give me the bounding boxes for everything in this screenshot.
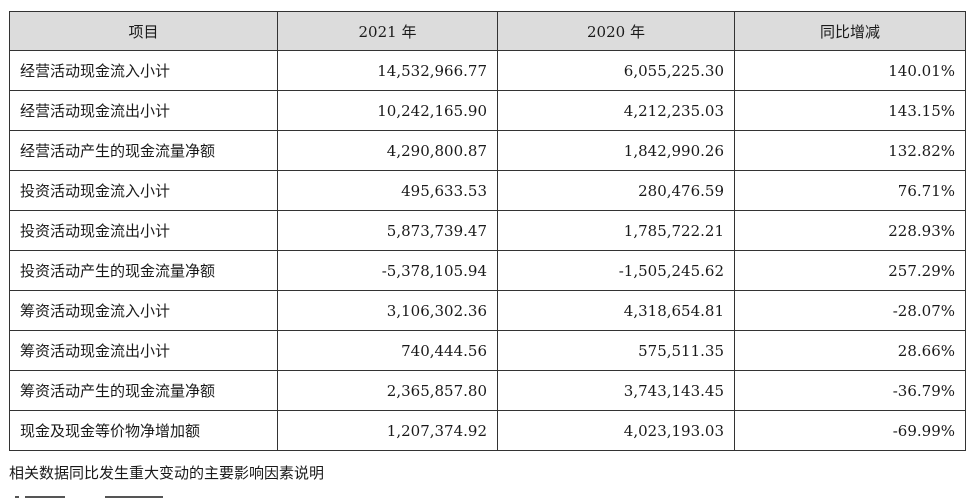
table-row: 筹资活动现金流入小计 3,106,302.36 4,318,654.81 -28… [9, 290, 966, 331]
cash-flow-table-container: 项目 2021 年 2020 年 同比增减 经营活动现金流入小计 14,532,… [9, 11, 966, 451]
row-item-label: 投资活动现金流出小计 [9, 210, 278, 251]
row-item-label: 经营活动现金流入小计 [9, 50, 278, 91]
row-value-2020: 3,743,143.45 [497, 370, 735, 411]
row-yoy-change: 76.71% [734, 170, 966, 211]
cropped-next-line [9, 494, 169, 501]
row-item-label: 经营活动现金流出小计 [9, 90, 278, 131]
row-value-2021: 14,532,966.77 [277, 50, 498, 91]
row-item-label: 投资活动产生的现金流量净额 [9, 250, 278, 291]
table-row: 经营活动现金流出小计 10,242,165.90 4,212,235.03 14… [9, 90, 966, 131]
row-value-2020: 575,511.35 [497, 330, 735, 371]
row-value-2020: 6,055,225.30 [497, 50, 735, 91]
header-2020: 2020 年 [497, 11, 735, 51]
table-row: 投资活动现金流入小计 495,633.53 280,476.59 76.71% [9, 170, 966, 211]
row-value-2021: 4,290,800.87 [277, 130, 498, 171]
row-yoy-change: 140.01% [734, 50, 966, 91]
cash-flow-table: 项目 2021 年 2020 年 同比增减 经营活动现金流入小计 14,532,… [9, 11, 966, 451]
significant-change-note: 相关数据同比发生重大变动的主要影响因素说明 [9, 464, 325, 482]
row-item-label: 经营活动产生的现金流量净额 [9, 130, 278, 171]
table-header-row: 项目 2021 年 2020 年 同比增减 [9, 11, 966, 51]
table-row: 经营活动现金流入小计 14,532,966.77 6,055,225.30 14… [9, 50, 966, 91]
row-value-2021: 1,207,374.92 [277, 410, 498, 451]
row-yoy-change: -36.79% [734, 370, 966, 411]
row-value-2021: 2,365,857.80 [277, 370, 498, 411]
row-value-2020: 1,785,722.21 [497, 210, 735, 251]
row-value-2020: -1,505,245.62 [497, 250, 735, 291]
row-yoy-change: 132.82% [734, 130, 966, 171]
header-2021: 2021 年 [277, 11, 498, 51]
row-value-2020: 280,476.59 [497, 170, 735, 211]
row-yoy-change: 257.29% [734, 250, 966, 291]
table-row: 筹资活动产生的现金流量净额 2,365,857.80 3,743,143.45 … [9, 370, 966, 411]
row-value-2020: 4,212,235.03 [497, 90, 735, 131]
row-value-2021: 3,106,302.36 [277, 290, 498, 331]
table-row: 投资活动现金流出小计 5,873,739.47 1,785,722.21 228… [9, 210, 966, 251]
table-row: 投资活动产生的现金流量净额 -5,378,105.94 -1,505,245.6… [9, 250, 966, 291]
table-row: 现金及现金等价物净增加额 1,207,374.92 4,023,193.03 -… [9, 410, 966, 451]
table-row: 筹资活动现金流出小计 740,444.56 575,511.35 28.66% [9, 330, 966, 371]
row-value-2021: 740,444.56 [277, 330, 498, 371]
table-row: 经营活动产生的现金流量净额 4,290,800.87 1,842,990.26 … [9, 130, 966, 171]
header-item: 项目 [9, 11, 278, 51]
row-item-label: 筹资活动现金流出小计 [9, 330, 278, 371]
row-value-2021: 495,633.53 [277, 170, 498, 211]
row-yoy-change: 28.66% [734, 330, 966, 371]
row-value-2020: 4,023,193.03 [497, 410, 735, 451]
table-body: 经营活动现金流入小计 14,532,966.77 6,055,225.30 14… [9, 50, 966, 451]
row-value-2020: 1,842,990.26 [497, 130, 735, 171]
row-yoy-change: -28.07% [734, 290, 966, 331]
row-yoy-change: 228.93% [734, 210, 966, 251]
row-item-label: 投资活动现金流入小计 [9, 170, 278, 211]
row-value-2021: 5,873,739.47 [277, 210, 498, 251]
row-value-2021: -5,378,105.94 [277, 250, 498, 291]
row-yoy-change: 143.15% [734, 90, 966, 131]
row-value-2020: 4,318,654.81 [497, 290, 735, 331]
row-item-label: 筹资活动现金流入小计 [9, 290, 278, 331]
row-item-label: 筹资活动产生的现金流量净额 [9, 370, 278, 411]
header-yoy-change: 同比增减 [734, 11, 966, 51]
row-value-2021: 10,242,165.90 [277, 90, 498, 131]
row-yoy-change: -69.99% [734, 410, 966, 451]
row-item-label: 现金及现金等价物净增加额 [9, 410, 278, 451]
